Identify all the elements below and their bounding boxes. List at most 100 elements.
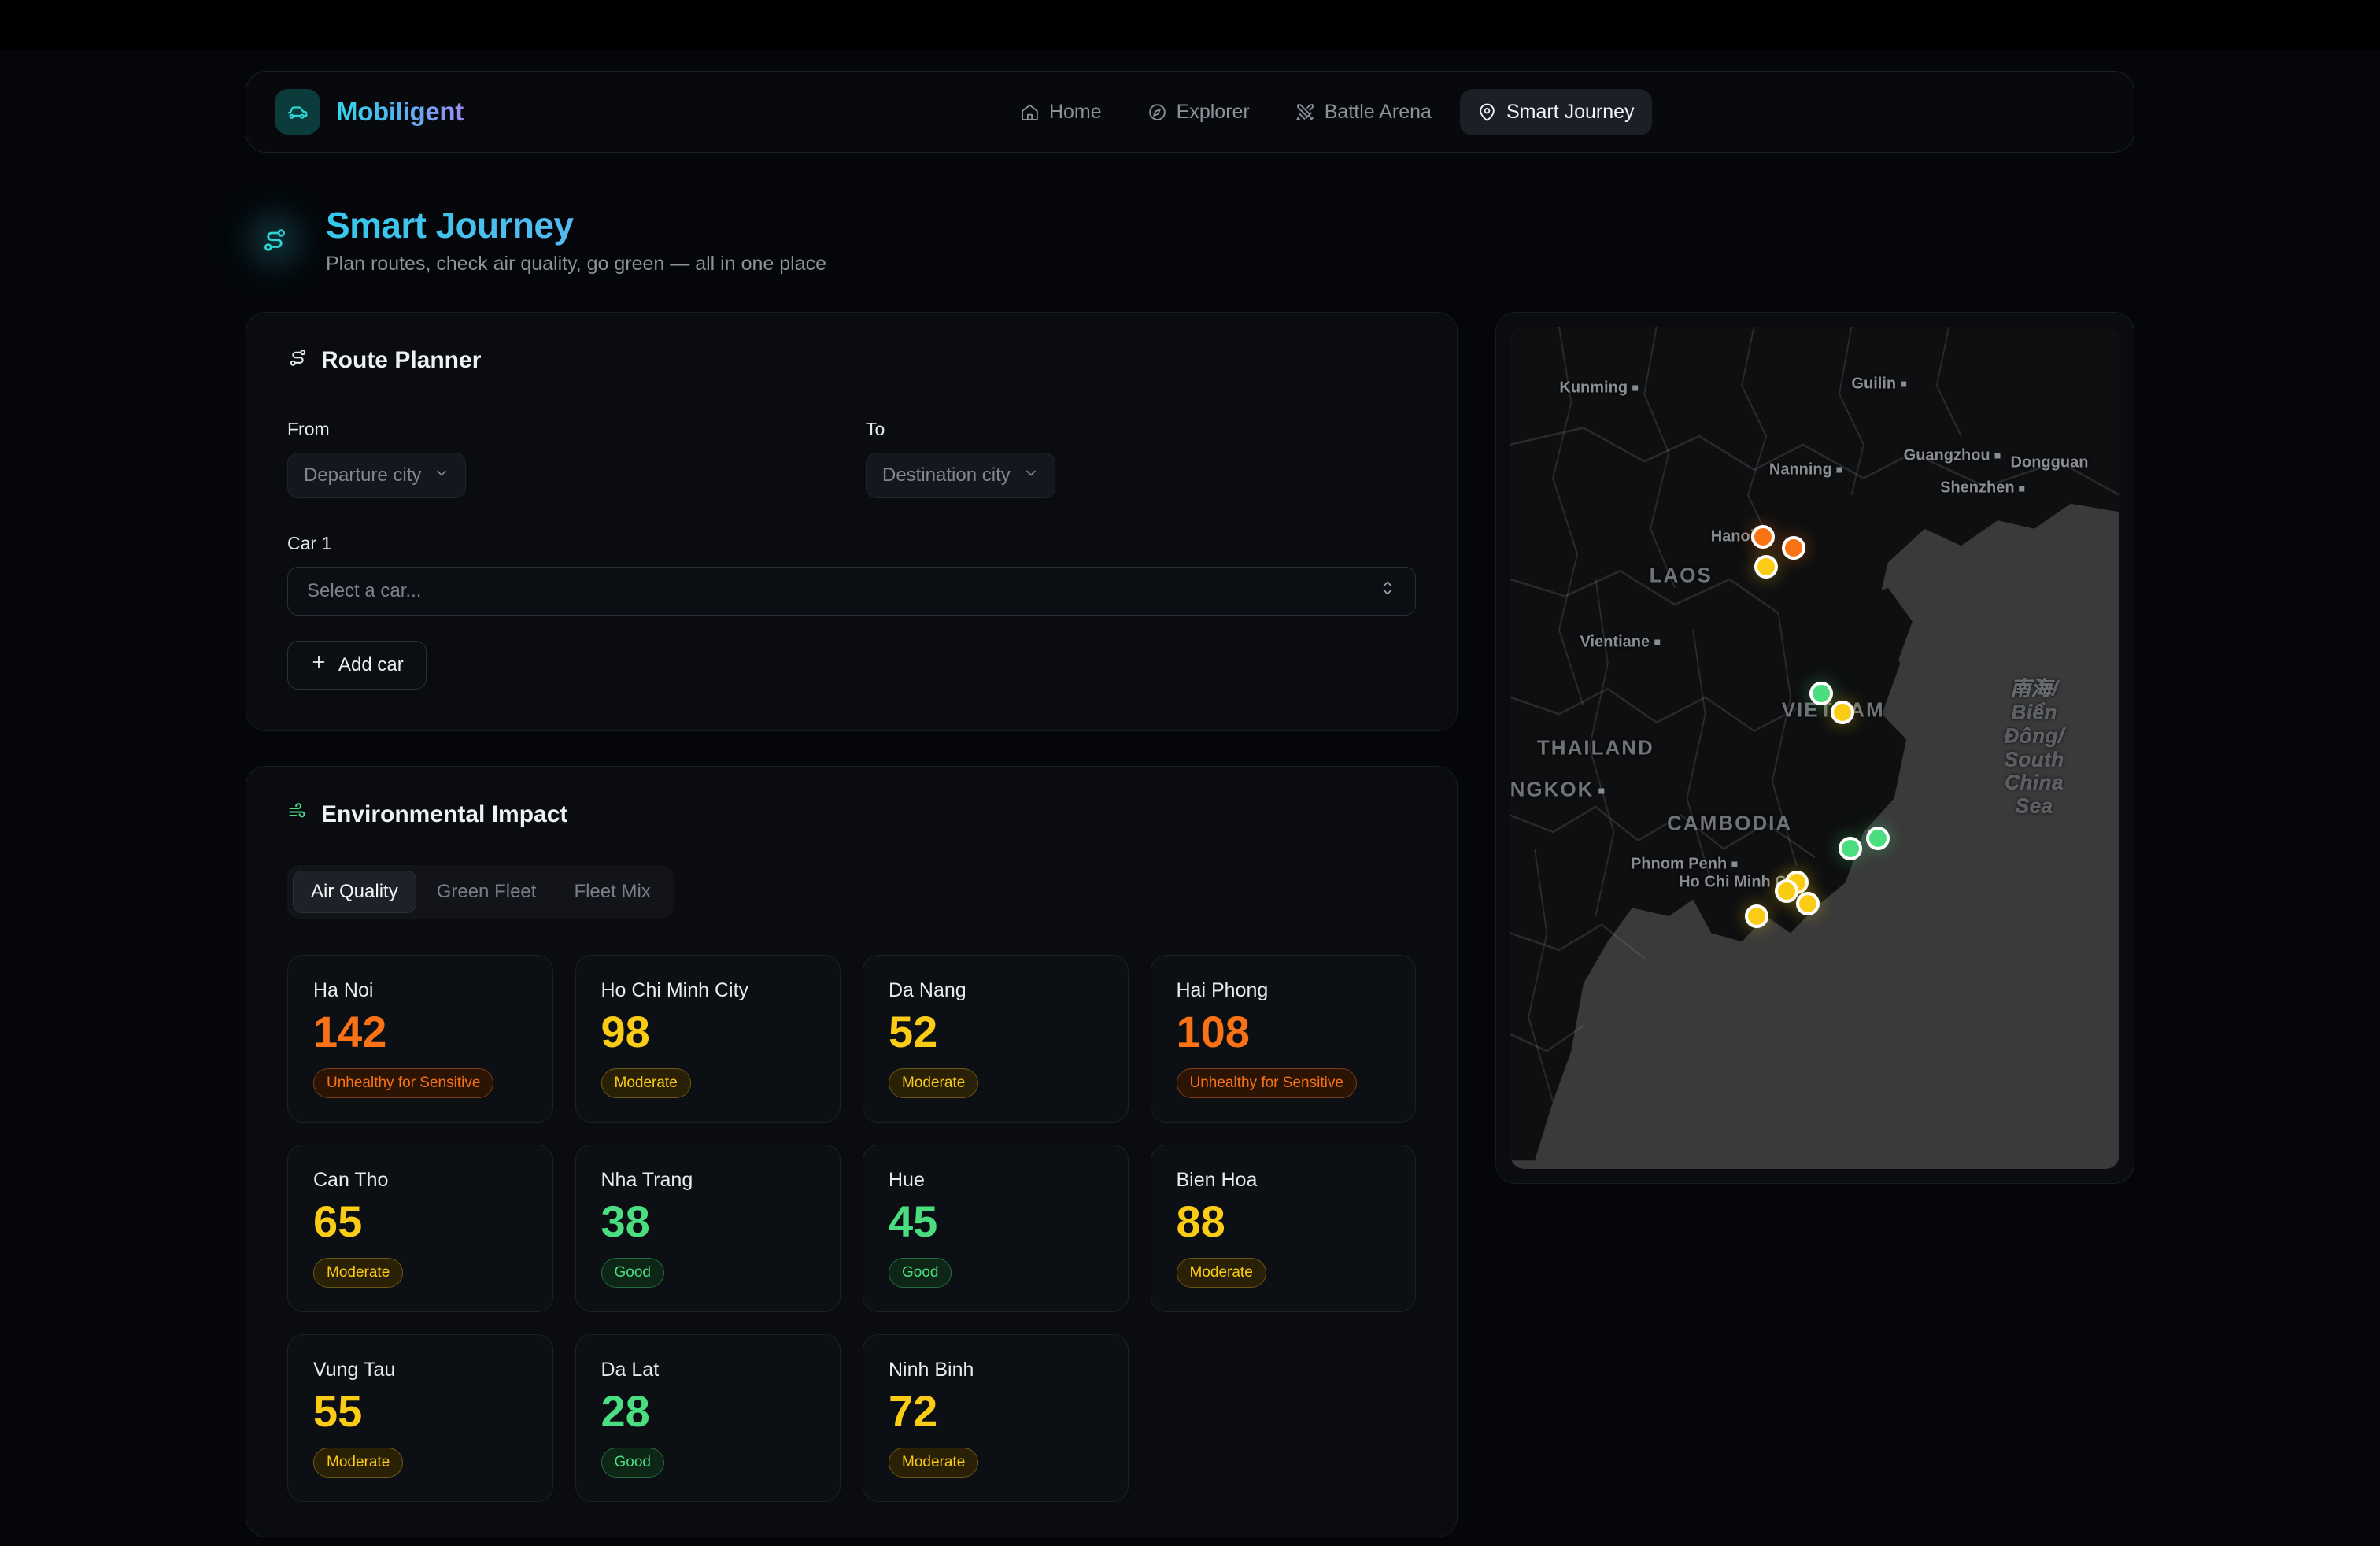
map-aqi-marker[interactable] <box>1795 891 1820 915</box>
map-label: LAOS <box>1649 563 1713 587</box>
aqi-value: 45 <box>889 1196 938 1246</box>
map-label: Kunming <box>1559 379 1639 398</box>
home-icon <box>1020 102 1040 122</box>
map-aqi-marker[interactable] <box>1774 878 1798 903</box>
wind-icon <box>287 801 309 829</box>
aqi-card[interactable]: Da Nang 52 Moderate <box>863 954 1129 1123</box>
aqi-value: 52 <box>889 1006 938 1056</box>
aqi-status-badge: Moderate <box>313 1447 404 1478</box>
route-planner-title-row: Route Planner <box>287 347 1416 375</box>
nav-item-label: Smart Journey <box>1506 100 1635 123</box>
aqi-card[interactable]: Vung Tau 55 Moderate <box>287 1333 553 1502</box>
nav-item-label: Explorer <box>1176 100 1250 123</box>
aqi-status-badge: Unhealthy for Sensitive <box>1176 1067 1357 1098</box>
brand-name: Mobiligent <box>336 97 464 126</box>
aqi-value: 72 <box>889 1385 938 1436</box>
map-aqi-marker[interactable] <box>1751 525 1776 549</box>
aqi-card[interactable]: Bien Hoa 88 Moderate <box>1150 1144 1416 1312</box>
map-label: Ho Chi Minh City <box>1679 873 1805 891</box>
brand[interactable]: Mobiligent <box>275 89 464 135</box>
nav-item-explorer[interactable]: Explorer <box>1130 89 1267 135</box>
route-planner-title: Route Planner <box>321 347 482 374</box>
page-title: Smart Journey <box>326 205 826 246</box>
aqi-value: 142 <box>313 1006 387 1056</box>
tab-green-fleet[interactable]: Green Fleet <box>436 880 537 902</box>
to-field: To Destination city <box>866 419 1444 498</box>
map-aqi-marker[interactable] <box>1809 682 1833 706</box>
aqi-card[interactable]: Da Lat 28 Good <box>575 1333 841 1502</box>
map-aqi-marker[interactable] <box>1830 700 1854 724</box>
environment-tabs: Air Quality Green Fleet Fleet Mix <box>287 864 674 919</box>
map-label: Dongguan <box>2010 453 2089 472</box>
main-navbar: Mobiligent Home Explorer Battle Arena <box>246 71 2134 153</box>
aqi-value: 28 <box>601 1385 650 1436</box>
aqi-card[interactable]: Can Tho 65 Moderate <box>287 1144 553 1312</box>
aqi-card[interactable]: Ha Noi 142 Unhealthy for Sensitive <box>287 954 553 1123</box>
aqi-status-badge: Moderate <box>889 1067 979 1098</box>
map-label: Hanoi <box>1710 527 1755 546</box>
map-label: Vientiane <box>1580 634 1661 652</box>
aqi-status-badge: Unhealthy for Sensitive <box>313 1067 494 1098</box>
map-label: Guilin <box>1851 375 1907 393</box>
nav-item-label: Home <box>1048 100 1102 123</box>
map-pin-icon <box>1477 102 1497 122</box>
destination-city-select[interactable]: Destination city <box>866 452 1055 498</box>
map-label: Nanning <box>1769 460 1842 479</box>
plus-icon <box>310 653 327 676</box>
nav-item-smart-journey[interactable]: Smart Journey <box>1459 88 1652 135</box>
add-car-label: Add car <box>338 653 404 675</box>
tab-air-quality[interactable]: Air Quality <box>293 870 416 913</box>
aqi-status-badge: Moderate <box>1176 1257 1266 1288</box>
map-aqi-marker[interactable] <box>1865 827 1890 851</box>
map-aqi-marker[interactable] <box>1754 554 1779 579</box>
departure-city-value: Departure city <box>304 464 422 486</box>
map-aqi-marker[interactable] <box>1745 904 1769 928</box>
air-quality-grid: Ha Noi 142 Unhealthy for Sensitive Ho Chi M… <box>287 954 1416 1502</box>
map-label: Phnom Penh <box>1631 855 1738 873</box>
map-label: BANGKOK <box>1510 778 1605 802</box>
map-label: Guangzhou <box>1904 446 2001 464</box>
chevron-down-icon <box>434 464 449 486</box>
aqi-value: 108 <box>1176 1006 1250 1056</box>
aqi-value: 65 <box>313 1196 363 1246</box>
route-icon <box>246 210 304 269</box>
map-aqi-marker[interactable] <box>1781 536 1805 560</box>
map-label: CAMBODIA <box>1667 811 1793 835</box>
car-1-label: Car 1 <box>287 532 332 553</box>
compass-icon <box>1148 102 1167 122</box>
aqi-value: 38 <box>601 1196 650 1246</box>
aqi-city-name: Da Nang <box>889 978 966 1001</box>
chevron-down-icon <box>1023 464 1039 486</box>
aqi-city-name: Hue <box>889 1168 925 1191</box>
window-top-bar <box>0 0 2380 50</box>
aqi-city-name: Ho Chi Minh City <box>601 978 749 1001</box>
from-to-row: From Departure city To Destination city <box>287 419 1416 498</box>
aqi-city-name: Nha Trang <box>601 1168 693 1191</box>
map-label: Shenzhen <box>1940 479 2025 497</box>
aqi-card[interactable]: Ho Chi Minh City 98 Moderate <box>575 954 841 1123</box>
aqi-card[interactable]: Hue 45 Good <box>863 1144 1129 1312</box>
aqi-value: 98 <box>601 1006 650 1056</box>
route-planner-card: Route Planner From Departure city To <box>246 311 1458 731</box>
aqi-card[interactable]: Hai Phong 108 Unhealthy for Sensitive <box>1150 954 1416 1123</box>
aqi-card[interactable]: Nha Trang 38 Good <box>575 1144 841 1312</box>
nav-item-home[interactable]: Home <box>1003 89 1119 135</box>
aqi-status-badge: Good <box>601 1257 664 1288</box>
aqi-card[interactable]: Ninh Binh 72 Moderate <box>863 1333 1129 1502</box>
environmental-impact-card: Environmental Impact Air Quality Green F… <box>246 765 1458 1537</box>
tab-fleet-mix[interactable]: Fleet Mix <box>574 880 651 902</box>
nav-item-battle-arena[interactable]: Battle Arena <box>1278 89 1449 135</box>
add-car-button[interactable]: Add car <box>287 640 427 690</box>
page-subtitle: Plan routes, check air quality, go green… <box>326 252 827 275</box>
navbar-links: Home Explorer Battle Arena Smart Journey <box>1003 88 1652 135</box>
page-root: Mobiligent Home Explorer Battle Arena <box>0 50 2380 1546</box>
aqi-status-badge: Moderate <box>601 1067 691 1098</box>
departure-city-select[interactable]: Departure city <box>287 452 467 498</box>
map-canvas[interactable]: Kunming Guilin Nanning Guangzhou Dongguan She… <box>1510 326 2119 1169</box>
car-select[interactable]: Select a car... <box>287 566 1416 616</box>
map-aqi-marker[interactable] <box>1838 837 1862 861</box>
aqi-city-name: Bien Hoa <box>1176 1168 1258 1191</box>
aqi-status-badge: Good <box>889 1257 952 1288</box>
aqi-city-name: Da Lat <box>601 1358 660 1381</box>
aqi-city-name: Ha Noi <box>313 978 374 1001</box>
